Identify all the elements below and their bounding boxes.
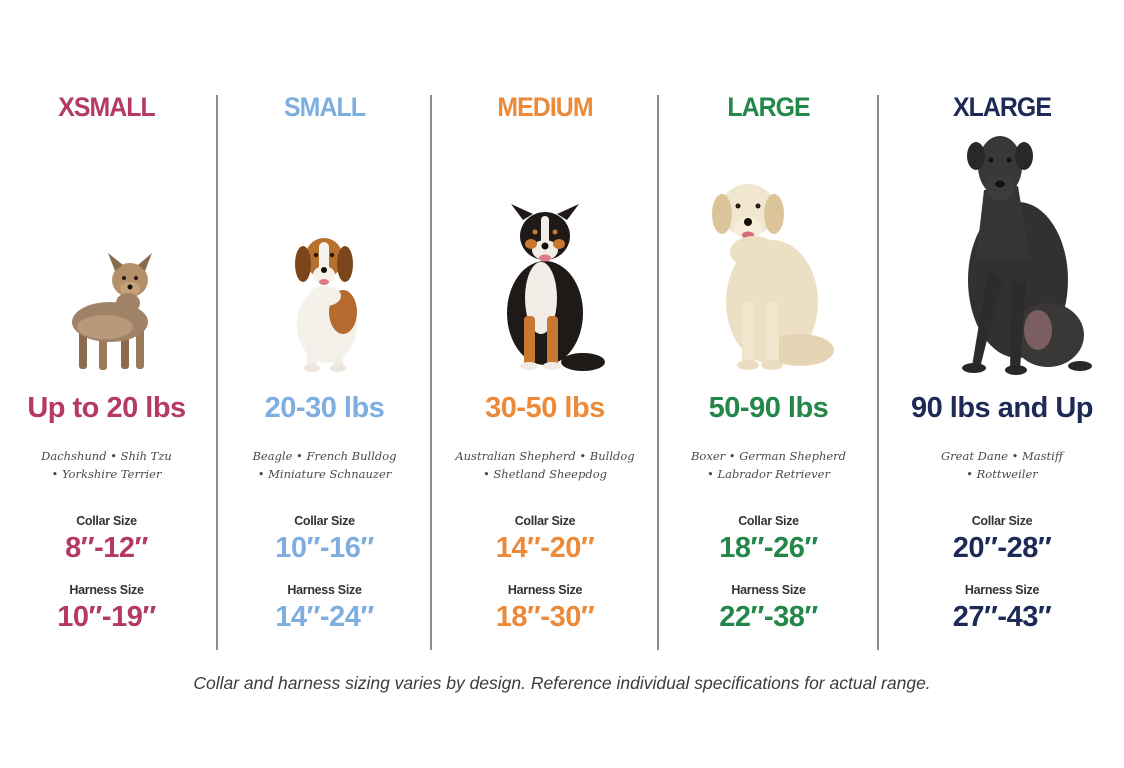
breed-line-2: • Rottweiler — [966, 467, 1038, 481]
breed-line-2: • Shetland Sheepdog — [482, 467, 607, 481]
harness-size-value: 27″-43″ — [952, 601, 1052, 633]
breed-line-2: • Miniature Schnauzer — [257, 467, 392, 481]
harness-size-label: Harness Size — [69, 583, 144, 597]
breed-line-1: Dachshund • Shih Tzu — [41, 449, 172, 463]
beagle-photo — [219, 230, 430, 375]
size-column-xlarge: XLARGE — [880, 80, 1124, 660]
size-column-medium: MEDIUM — [433, 80, 657, 660]
collar-size-label: Collar Size — [294, 514, 355, 528]
australian-shepherd-photo — [433, 198, 657, 375]
size-title: LARGE — [727, 92, 810, 122]
breed-line-1: Boxer • German Shepherd — [690, 449, 847, 463]
harness-size-label: Harness Size — [287, 583, 362, 597]
example-breeds: Australian Shepherd • Bulldog • Shetland… — [433, 447, 657, 483]
column-divider — [657, 95, 659, 650]
harness-size-value: 14″-24″ — [275, 601, 374, 633]
size-title: SMALL — [284, 92, 366, 122]
collar-size-value: 14″-20″ — [495, 532, 595, 564]
weight-range: 90 lbs and Up — [910, 392, 1094, 424]
size-column-xsmall: XSMALL Up — [0, 80, 213, 660]
size-title: MEDIUM — [497, 92, 593, 122]
collar-size-label: Collar Size — [76, 514, 137, 528]
column-divider — [216, 95, 218, 650]
size-title: XLARGE — [952, 92, 1052, 122]
labrador-retriever-photo — [660, 172, 877, 375]
example-breeds: Boxer • German Shepherd • Labrador Retri… — [660, 447, 877, 483]
size-column-small: SMALL — [219, 80, 430, 660]
weight-range: 30-50 lbs — [485, 392, 605, 424]
example-breeds: Dachshund • Shih Tzu • Yorkshire Terrier — [0, 447, 213, 483]
collar-size-label: Collar Size — [514, 514, 576, 528]
weight-range: 20-30 lbs — [264, 392, 385, 424]
example-breeds: Great Dane • Mastiff • Rottweiler — [880, 447, 1124, 483]
column-divider — [430, 95, 432, 650]
harness-size-label: Harness Size — [964, 583, 1040, 597]
harness-size-label: Harness Size — [507, 583, 583, 597]
collar-size-value: 18″-26″ — [719, 532, 818, 564]
breed-line-2: • Labrador Retriever — [707, 467, 830, 481]
collar-size-value: 10″-16″ — [275, 532, 374, 564]
sizing-footnote: Collar and harness sizing varies by desi… — [193, 673, 931, 693]
yorkshire-terrier-photo — [0, 245, 213, 375]
example-breeds: Beagle • French Bulldog • Miniature Schn… — [219, 447, 430, 483]
harness-size-value: 22″-38″ — [719, 601, 818, 633]
collar-size-label: Collar Size — [971, 514, 1033, 528]
collar-size-value: 8″-12″ — [65, 532, 148, 564]
size-title: XSMALL — [58, 92, 156, 122]
size-column-large: LARGE 50-9 — [660, 80, 877, 660]
collar-size-value: 20″-28″ — [952, 532, 1052, 564]
column-divider — [877, 95, 879, 650]
collar-size-label: Collar Size — [738, 514, 799, 528]
breed-line-1: Australian Shepherd • Bulldog — [455, 449, 635, 463]
great-dane-photo — [880, 130, 1124, 380]
breed-line-1: Great Dane • Mastiff — [941, 449, 1063, 463]
harness-size-value: 10″-19″ — [57, 601, 156, 633]
harness-size-label: Harness Size — [731, 583, 806, 597]
harness-size-value: 18″-30″ — [495, 601, 595, 633]
breed-line-2: • Yorkshire Terrier — [51, 467, 162, 481]
breed-line-1: Beagle • French Bulldog — [252, 449, 397, 463]
weight-range: 50-90 lbs — [708, 392, 829, 424]
weight-range: Up to 20 lbs — [27, 392, 186, 424]
